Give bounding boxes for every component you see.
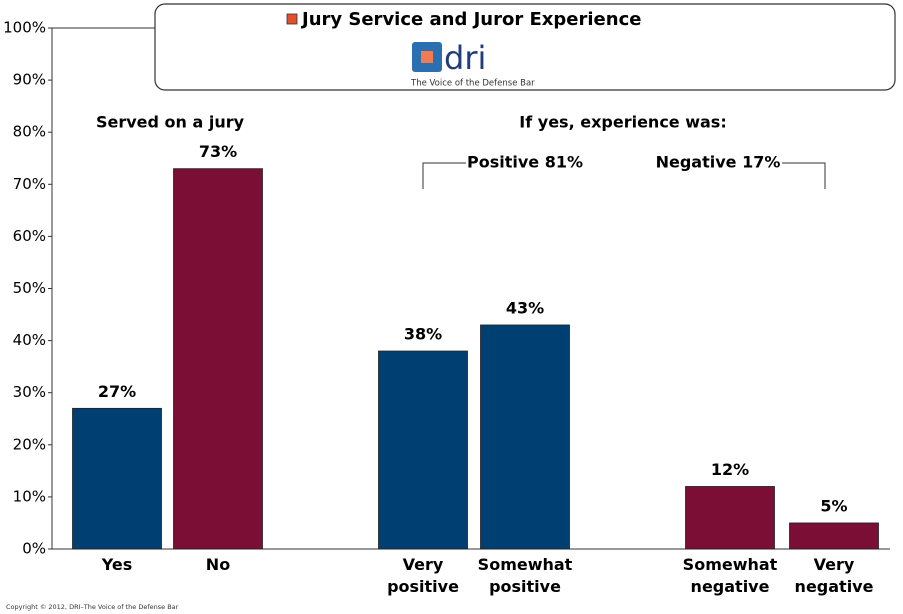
chart-title: Jury Service and Juror Experience xyxy=(300,9,641,30)
bar xyxy=(685,486,775,550)
title-box xyxy=(154,3,896,91)
y-tick-label: 90% xyxy=(13,71,46,89)
value-label: 38% xyxy=(404,325,442,344)
value-label: 5% xyxy=(820,496,847,515)
annotation: Positive 81% xyxy=(467,153,583,172)
y-tick-label: 80% xyxy=(13,123,46,141)
annotation: Negative 17% xyxy=(656,153,781,172)
bar xyxy=(173,168,263,550)
y-tick-label: 60% xyxy=(13,227,46,245)
y-tick-label: 0% xyxy=(22,540,46,558)
logo-name: dri xyxy=(444,39,486,77)
logo-icon-center xyxy=(421,51,433,63)
title-icon xyxy=(286,13,298,25)
y-tick-label: 100% xyxy=(3,19,46,37)
footnote: Copyright © 2012, DRI–The Voice of the D… xyxy=(6,603,179,611)
bar xyxy=(72,407,162,550)
bracket xyxy=(422,162,466,189)
bar xyxy=(378,350,468,550)
bar xyxy=(480,324,570,550)
y-tick-label: 30% xyxy=(13,383,46,401)
value-label: 43% xyxy=(506,298,544,317)
x-tick-label: Yes xyxy=(101,555,133,574)
y-tick-label: 20% xyxy=(13,435,46,453)
x-tick-label: Somewhat positive xyxy=(477,555,573,596)
y-tick-label: 50% xyxy=(13,279,46,297)
bar xyxy=(789,522,879,550)
logo-tagline: The Voice of the Defense Bar xyxy=(410,79,535,89)
value-label: 73% xyxy=(199,142,237,161)
x-tick-label: Very positive xyxy=(387,555,459,596)
y-tick-label: 40% xyxy=(13,331,46,349)
value-label: 12% xyxy=(711,460,749,479)
bracket xyxy=(782,162,826,189)
x-tick-label: Somewhat negative xyxy=(682,555,778,596)
value-label: 27% xyxy=(98,382,136,401)
y-tick-label: 10% xyxy=(13,487,46,505)
y-tick-label: 70% xyxy=(13,175,46,193)
x-tick-label: Very negative xyxy=(794,555,874,596)
x-tick-label: No xyxy=(205,555,231,574)
annotation: Served on a jury xyxy=(96,113,245,132)
annotation: If yes, experience was: xyxy=(519,113,726,132)
